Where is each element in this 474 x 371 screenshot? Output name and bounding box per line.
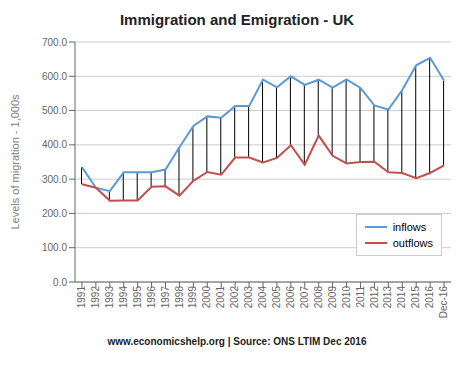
svg-text:1992: 1992	[90, 286, 101, 309]
svg-text:2009: 2009	[327, 286, 338, 309]
html-text:outflows: outflows	[392, 237, 433, 249]
svg-text:600.0: 600.0	[42, 71, 67, 82]
svg-text:2003: 2003	[243, 286, 254, 309]
svg-text:1999: 1999	[187, 286, 198, 309]
svg-text:400.0: 400.0	[42, 139, 67, 150]
svg-text:Dec-16: Dec-16	[438, 286, 449, 319]
svg-text:200.0: 200.0	[42, 208, 67, 219]
svg-text:1993: 1993	[104, 286, 115, 309]
svg-text:2015: 2015	[410, 286, 421, 309]
svg-text:2007: 2007	[299, 286, 310, 309]
svg-text:2016: 2016	[424, 286, 435, 309]
svg-text:2010: 2010	[341, 286, 352, 309]
svg-text:0.0: 0.0	[53, 277, 67, 288]
html-text:inflows: inflows	[392, 221, 427, 233]
svg-text:2012: 2012	[369, 286, 380, 309]
svg-text:2005: 2005	[271, 286, 282, 309]
html-text:Immigration and Emigration - U: Immigration and Emigration - UK	[119, 11, 355, 28]
svg-text:2001: 2001	[215, 286, 226, 309]
svg-text:1995: 1995	[132, 286, 143, 309]
svg-text:2000: 2000	[201, 286, 212, 309]
svg-text:2011: 2011	[355, 286, 366, 308]
html-text:www.economicshelp.org | Source: www.economicshelp.org | Source: ONS LTIM…	[107, 336, 367, 347]
svg-text:700.0: 700.0	[42, 37, 67, 48]
svg-text:2004: 2004	[257, 286, 268, 309]
svg-text:1996: 1996	[146, 286, 157, 309]
svg-text:1997: 1997	[160, 286, 171, 309]
svg-text:1994: 1994	[118, 286, 129, 309]
svg-text:2008: 2008	[313, 286, 324, 309]
svg-text:2006: 2006	[285, 286, 296, 309]
svg-text:2014: 2014	[396, 286, 407, 309]
svg-text:300.0: 300.0	[42, 174, 67, 185]
svg-text:1998: 1998	[174, 286, 185, 309]
svg-text:500.0: 500.0	[42, 105, 67, 116]
svg-text:Levels of migration - 1,000s: Levels of migration - 1,000s	[9, 94, 21, 230]
svg-text:2002: 2002	[229, 286, 240, 309]
svg-text:100.0: 100.0	[42, 242, 67, 253]
svg-text:2013: 2013	[382, 286, 393, 309]
svg-text:1991: 1991	[76, 286, 87, 309]
